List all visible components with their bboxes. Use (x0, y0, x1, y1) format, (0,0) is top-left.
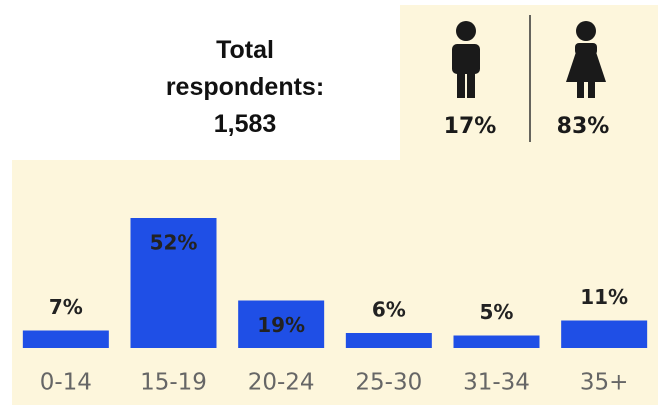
female-share: 83% (557, 114, 610, 139)
chart-panel (12, 160, 658, 405)
bar (238, 300, 325, 348)
bar (561, 320, 648, 348)
x-tick-label: 20-24 (248, 370, 315, 396)
male-share: 17% (444, 114, 497, 139)
x-tick-label: 25-30 (355, 370, 422, 396)
value-label: 7% (49, 295, 83, 319)
bar (22, 330, 109, 348)
total-label: Total respondents: (165, 36, 325, 101)
bar (345, 333, 432, 348)
gender-panel (400, 5, 658, 165)
bar (130, 218, 217, 348)
value-label: 6% (372, 298, 406, 322)
x-tick-label: 35+ (580, 370, 629, 396)
male-icon (452, 21, 480, 98)
value-label: 19% (257, 313, 305, 337)
value-label: 11% (580, 285, 628, 309)
female-icon (566, 21, 606, 98)
total-respondents: Total respondents: 1,583 (140, 32, 350, 143)
total-value: 1,583 (213, 110, 277, 138)
x-tick-label: 15-19 (140, 370, 207, 396)
bar (453, 335, 540, 348)
value-label: 5% (480, 300, 514, 324)
x-tick-label: 31-34 (463, 370, 530, 396)
x-tick-label: 0-14 (40, 370, 92, 396)
value-label: 52% (150, 231, 198, 255)
